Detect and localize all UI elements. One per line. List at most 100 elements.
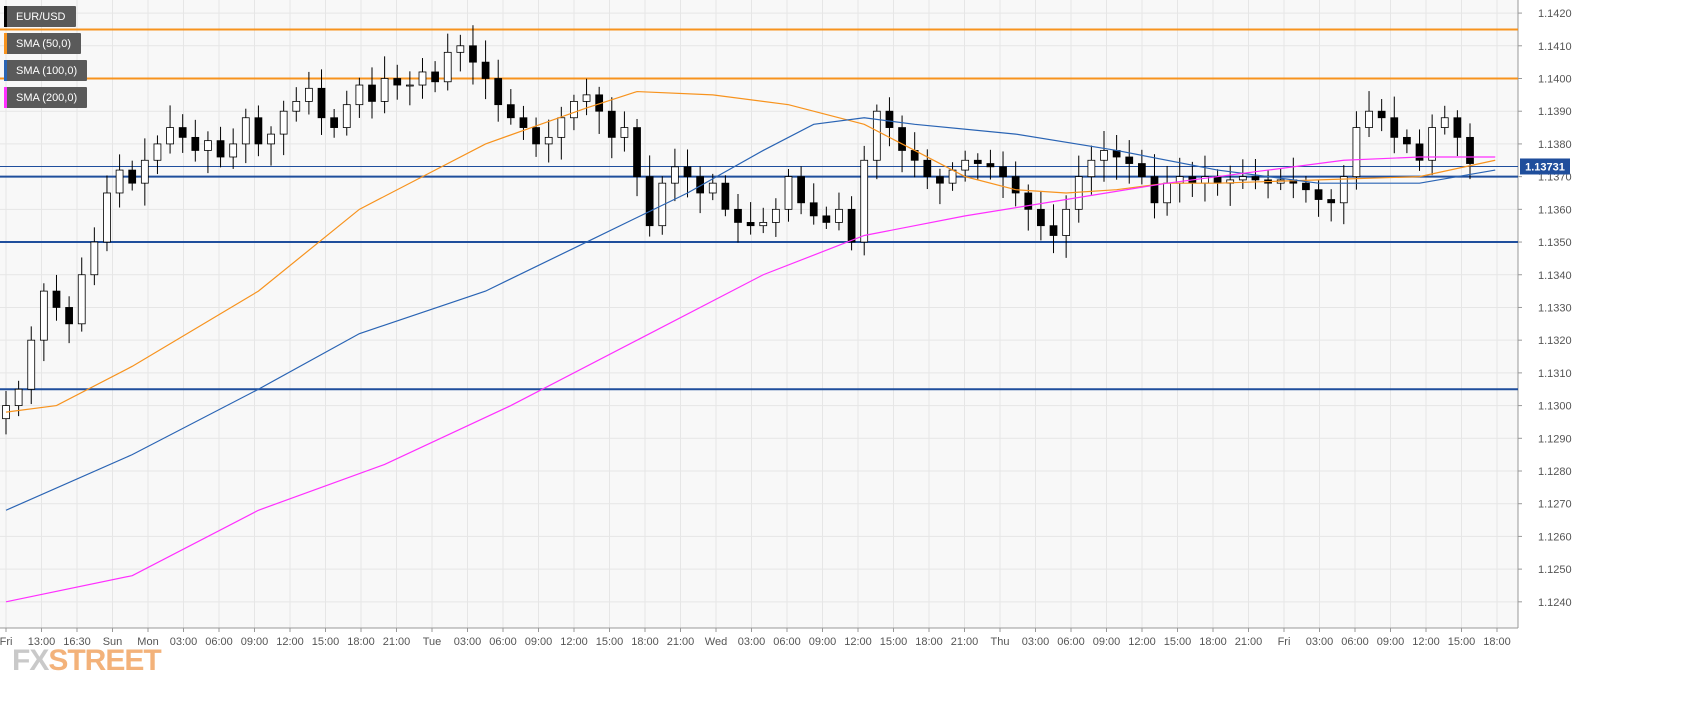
- x-tick-label: 18:00: [1199, 636, 1227, 648]
- x-tick-label: 09:00: [809, 636, 837, 648]
- candle-body: [368, 84, 376, 102]
- x-tick-label: 12:00: [1412, 636, 1440, 648]
- x-tick-label: 21:00: [951, 636, 979, 648]
- legend-item-sma-50[interactable]: SMA (50,0): [4, 33, 82, 54]
- candle-body: [380, 78, 389, 102]
- candle-body: [52, 290, 61, 308]
- candle-body: [1453, 117, 1462, 138]
- sma-50-line: [5, 90, 1496, 413]
- x-tick-label: 21:00: [383, 636, 411, 648]
- x-tick-label: 18:00: [631, 636, 659, 648]
- candle-body: [607, 110, 616, 138]
- candle-body: [128, 169, 137, 184]
- candle-body: [178, 127, 187, 138]
- legend-swatch-sma-200: [4, 87, 7, 108]
- candle-body: [620, 127, 629, 138]
- candle-body: [898, 127, 906, 151]
- candle-body: [443, 51, 452, 83]
- candle-body: [65, 307, 73, 325]
- candle-body: [1125, 156, 1134, 164]
- candle-body: [570, 100, 578, 119]
- legend-item-sma-100[interactable]: SMA (100,0): [4, 60, 88, 81]
- candle-body: [885, 110, 894, 128]
- x-tick-label: 18:00: [347, 636, 375, 648]
- chart-legend: EUR/USD SMA (50,0) SMA (100,0) SMA (200,…: [4, 6, 88, 114]
- y-tick-label: 1.1240: [1538, 597, 1572, 609]
- x-tick-label: Tue: [423, 636, 442, 648]
- candle-body: [330, 117, 339, 128]
- candle-body: [456, 45, 465, 53]
- candle-body: [683, 166, 692, 178]
- candle-body: [431, 71, 439, 83]
- candle-body: [759, 222, 768, 227]
- candle-body: [90, 241, 99, 276]
- x-tick-label: 06:00: [773, 636, 801, 648]
- candle-body: [872, 110, 881, 161]
- candle-body: [267, 133, 275, 145]
- candle-body: [1365, 110, 1373, 128]
- candle-body: [1403, 136, 1411, 145]
- y-tick-label: 1.1380: [1538, 139, 1572, 151]
- y-tick-label: 1.1310: [1538, 368, 1572, 380]
- x-tick-label: 09:00: [241, 636, 269, 648]
- candle-body: [582, 94, 591, 102]
- candle-body: [1011, 176, 1020, 194]
- x-tick-label: 06:00: [1057, 636, 1085, 648]
- candle-body: [166, 127, 174, 145]
- candle-body: [961, 159, 970, 171]
- candle-body: [1339, 176, 1348, 204]
- x-tick-label: 09:00: [1377, 636, 1405, 648]
- candle-body: [494, 78, 503, 106]
- candle-body: [115, 169, 124, 194]
- y-tick-label: 1.1400: [1538, 74, 1572, 86]
- legend-item-sma-200[interactable]: SMA (200,0): [4, 87, 88, 108]
- x-tick-label: 06:00: [489, 636, 517, 648]
- candle-body: [973, 159, 982, 164]
- x-tick-label: 21:00: [667, 636, 695, 648]
- candle-body: [317, 87, 326, 119]
- logo-text-fx: FX: [12, 644, 49, 677]
- candle-body: [822, 215, 831, 223]
- candle-body: [506, 104, 515, 119]
- candle-body: [469, 45, 477, 63]
- candle-body: [1352, 127, 1361, 178]
- x-tick-label: 09:00: [1093, 636, 1121, 648]
- legend-item-eurusd[interactable]: EUR/USD: [4, 6, 76, 27]
- y-tick-label: 1.1410: [1538, 41, 1572, 53]
- candle-body: [923, 159, 932, 178]
- x-tick-label: 03:00: [1022, 636, 1050, 648]
- x-tick-label: Thu: [991, 636, 1010, 648]
- candle-body: [809, 202, 818, 217]
- candle-body: [1415, 143, 1424, 161]
- x-tick-label: 09:00: [525, 636, 553, 648]
- y-tick-label: 1.1260: [1538, 531, 1572, 543]
- candle-body: [254, 117, 263, 145]
- candle-body: [1100, 150, 1108, 161]
- plot-background: [0, 0, 1518, 628]
- x-tick-label: 03:00: [1306, 636, 1334, 648]
- candle-body: [1137, 163, 1146, 178]
- x-tick-label: 06:00: [1341, 636, 1369, 648]
- candle-body: [1238, 176, 1247, 181]
- candle-body: [77, 274, 86, 325]
- candle-body: [418, 71, 427, 86]
- candle-body: [557, 117, 566, 138]
- candle-body: [1251, 176, 1260, 181]
- x-tick-label: Fri: [1278, 636, 1291, 648]
- y-tick-label: 1.1270: [1538, 499, 1572, 511]
- candle-body: [519, 117, 528, 128]
- candle-body: [860, 159, 869, 243]
- x-tick-label: 15:00: [312, 636, 340, 648]
- candle-body: [1390, 117, 1399, 138]
- candle-body: [1428, 127, 1437, 161]
- candle-body: [39, 290, 48, 341]
- y-tick-label: 1.1340: [1538, 270, 1572, 282]
- candle-body: [986, 163, 995, 168]
- candle-body: [797, 176, 805, 204]
- candle-body: [999, 166, 1007, 178]
- candle-body: [1314, 189, 1323, 200]
- candle-body: [532, 127, 540, 145]
- legend-label-sma-200: SMA (200,0): [16, 91, 78, 104]
